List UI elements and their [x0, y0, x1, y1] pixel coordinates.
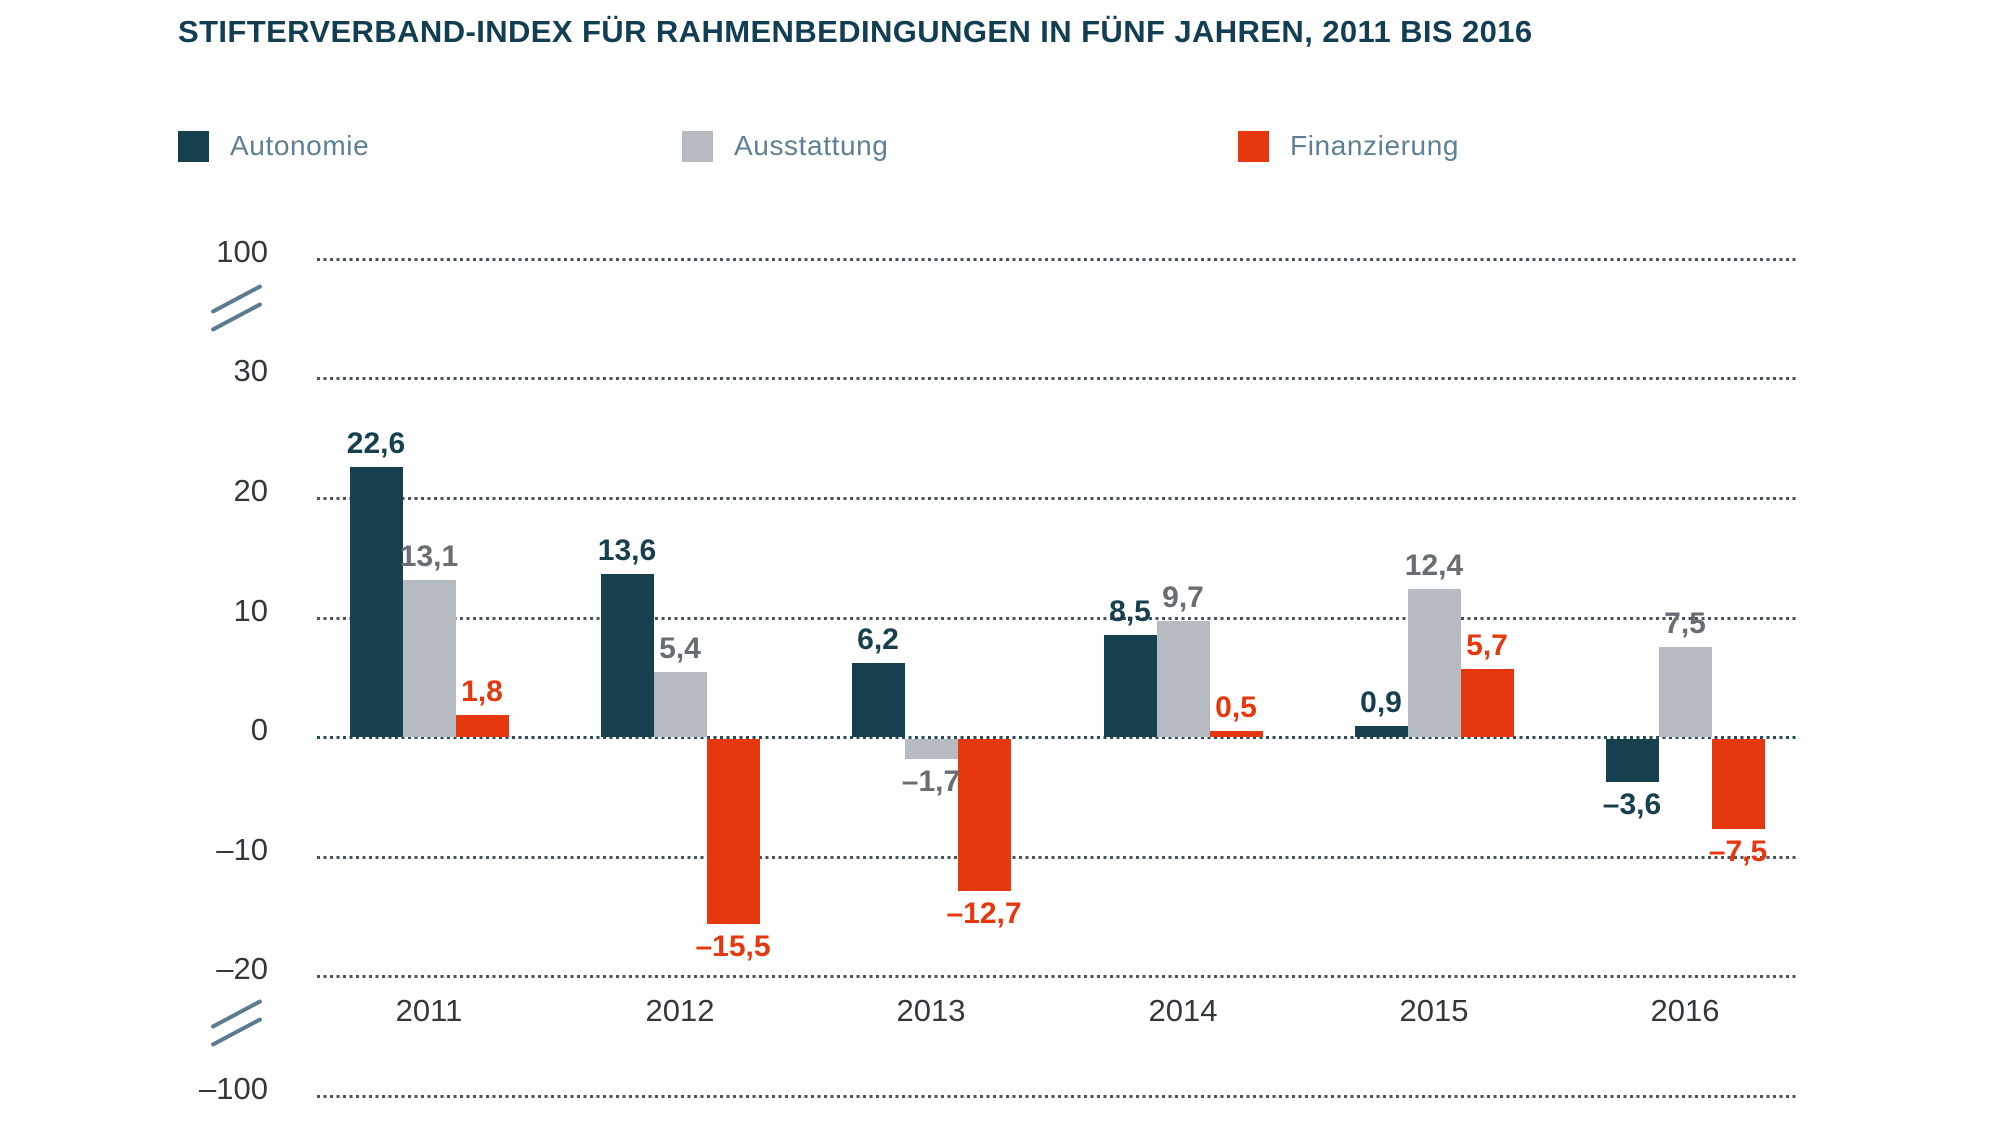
value-label-finanzierung-2012: –15,5 [695, 930, 771, 964]
y-tick-label--100: –100 [199, 1071, 268, 1106]
gridline-0 [317, 736, 1798, 739]
bar-autonomie-2013 [851, 662, 905, 737]
chart-title: STIFTERVERBAND-INDEX FÜR RAHMENBEDINGUNG… [178, 14, 1533, 49]
bar-autonomie-2015 [1354, 726, 1408, 737]
legend-label-ausstattung: Ausstattung [734, 130, 889, 161]
gridline--100 [317, 1095, 1798, 1098]
bar-finanzierung-2014 [1209, 731, 1263, 737]
bar-ausstattung-2013 [904, 739, 958, 760]
legend-item-finanzierung: Finanzierung [1238, 130, 1459, 162]
x-tick-label-2015: 2015 [1399, 993, 1469, 1028]
legend-item-ausstattung: Ausstattung [682, 130, 888, 162]
gridline-20 [317, 497, 1798, 500]
y-tick-label--20: –20 [216, 951, 268, 986]
legend-label-finanzierung: Finanzierung [1290, 130, 1460, 161]
gridline-10 [317, 617, 1798, 620]
legend-item-autonomie: Autonomie [178, 130, 369, 162]
axis-break-icon [208, 283, 268, 335]
x-tick-label-2013: 2013 [896, 993, 966, 1028]
value-label-autonomie-2013: 6,2 [857, 622, 899, 656]
y-tick-label-0: 0 [250, 712, 268, 747]
value-label-ausstattung-2015: 12,4 [1404, 548, 1464, 582]
x-tick-label-2012: 2012 [645, 993, 715, 1028]
value-label-autonomie-2014: 8,5 [1109, 595, 1151, 629]
bar-ausstattung-2012 [653, 672, 707, 737]
bar-ausstattung-2011 [402, 580, 456, 737]
bar-autonomie-2011 [349, 466, 403, 737]
value-label-autonomie-2015: 0,9 [1360, 686, 1402, 720]
value-label-finanzierung-2014: 0,5 [1215, 691, 1257, 725]
value-label-finanzierung-2011: 1,8 [461, 675, 503, 709]
value-label-finanzierung-2016: –7,5 [1708, 834, 1768, 868]
gridline-30 [317, 377, 1798, 380]
bar-finanzierung-2011 [455, 715, 509, 737]
bar-autonomie-2016 [1605, 739, 1659, 783]
bar-autonomie-2014 [1103, 635, 1157, 737]
legend-swatch-autonomie [178, 130, 209, 162]
bar-ausstattung-2015 [1407, 588, 1461, 737]
legend-swatch-finanzierung [1238, 130, 1269, 162]
break-slash-line [210, 998, 263, 1030]
y-tick-label-20: 20 [233, 473, 268, 508]
value-label-ausstattung-2016: 7,5 [1664, 607, 1706, 641]
legend-swatch-ausstattung [682, 130, 713, 162]
value-label-ausstattung-2011: 13,1 [399, 540, 459, 574]
value-label-ausstattung-2014: 9,7 [1162, 581, 1204, 615]
bar-finanzierung-2015 [1460, 668, 1514, 737]
bar-ausstattung-2016 [1658, 647, 1712, 737]
value-label-autonomie-2016: –3,6 [1602, 788, 1662, 822]
value-label-autonomie-2012: 13,6 [597, 534, 657, 568]
y-tick-label-30: 30 [233, 353, 268, 388]
legend-label-autonomie: Autonomie [230, 130, 370, 161]
y-tick-label-100: 100 [216, 234, 268, 269]
value-label-finanzierung-2015: 5,7 [1466, 628, 1508, 662]
value-label-finanzierung-2013: –12,7 [946, 896, 1022, 930]
bar-finanzierung-2016 [1711, 739, 1765, 829]
x-tick-label-2011: 2011 [395, 993, 463, 1028]
gridline--20 [317, 975, 1798, 978]
bar-finanzierung-2013 [957, 739, 1011, 891]
break-slash-line [210, 283, 263, 315]
x-tick-label-2016: 2016 [1650, 993, 1720, 1028]
value-label-ausstattung-2012: 5,4 [659, 632, 701, 666]
bar-ausstattung-2014 [1156, 621, 1210, 737]
value-label-autonomie-2011: 22,6 [346, 426, 406, 460]
value-label-ausstattung-2013: –1,7 [901, 765, 961, 799]
y-tick-label--10: –10 [216, 832, 268, 867]
bar-autonomie-2012 [600, 574, 654, 737]
x-tick-label-2014: 2014 [1148, 993, 1218, 1028]
gridline-100 [317, 258, 1798, 261]
y-tick-label-10: 10 [233, 593, 268, 628]
axis-break-icon [208, 998, 268, 1050]
gridline--10 [317, 856, 1798, 859]
bar-finanzierung-2012 [706, 739, 760, 925]
